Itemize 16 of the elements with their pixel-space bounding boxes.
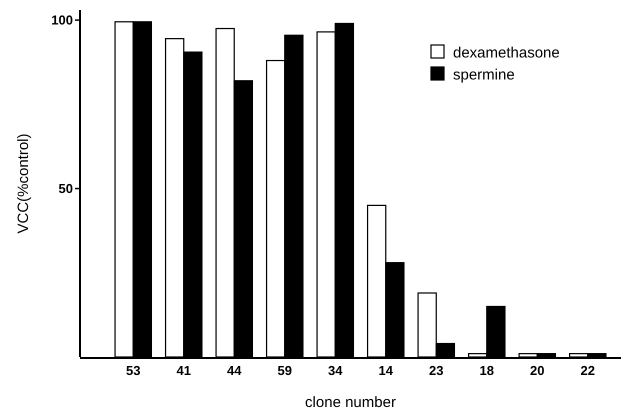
x-tick-label: 44 bbox=[227, 363, 242, 378]
x-tick-label: 22 bbox=[580, 363, 596, 378]
x-tick-label: 34 bbox=[328, 363, 344, 378]
y-axis-title: VCC(%control) bbox=[15, 133, 32, 234]
x-tick-label: 23 bbox=[429, 363, 444, 378]
x-tick-label: 20 bbox=[530, 363, 544, 378]
legend-label: dexamethasone bbox=[453, 44, 560, 62]
y-tick-label: 50 bbox=[58, 181, 73, 196]
x-tick-label: 53 bbox=[126, 363, 140, 378]
x-tick-label: 41 bbox=[176, 363, 191, 378]
x-axis-title: clone number bbox=[305, 394, 396, 411]
x-tick-label: 18 bbox=[480, 363, 494, 378]
y-tick-label: 100 bbox=[51, 12, 73, 28]
x-tick-label: 14 bbox=[378, 363, 394, 378]
legend-label: spermine bbox=[453, 66, 515, 84]
x-tick-label: 59 bbox=[278, 363, 292, 378]
